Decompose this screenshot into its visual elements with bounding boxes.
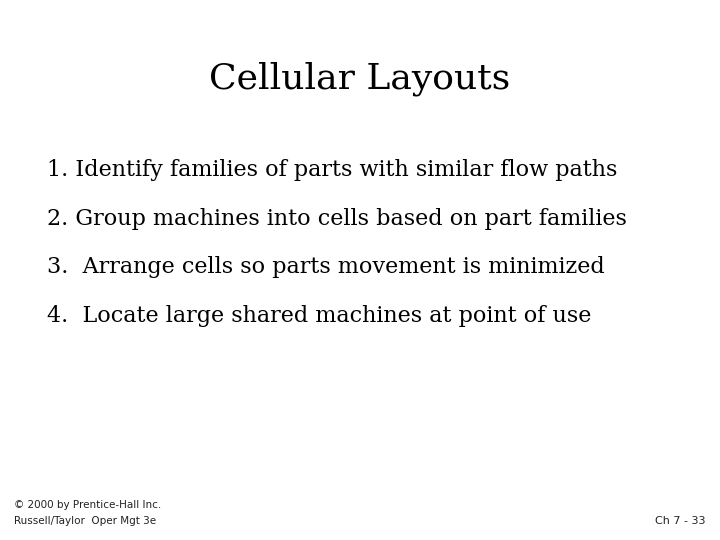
Text: Russell/Taylor  Oper Mgt 3e: Russell/Taylor Oper Mgt 3e [14,516,156,526]
Text: 3.  Arrange cells so parts movement is minimized: 3. Arrange cells so parts movement is mi… [47,256,605,278]
Text: 4.  Locate large shared machines at point of use: 4. Locate large shared machines at point… [47,305,591,327]
Text: Cellular Layouts: Cellular Layouts [210,61,510,96]
Text: © 2000 by Prentice-Hall Inc.: © 2000 by Prentice-Hall Inc. [14,500,162,510]
Text: Ch 7 - 33: Ch 7 - 33 [655,516,706,526]
Text: 1. Identify families of parts with similar flow paths: 1. Identify families of parts with simil… [47,159,617,181]
Text: 2. Group machines into cells based on part families: 2. Group machines into cells based on pa… [47,208,626,230]
